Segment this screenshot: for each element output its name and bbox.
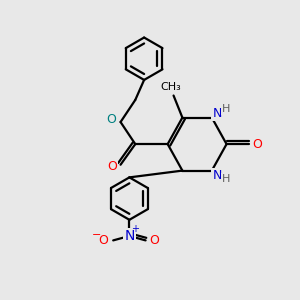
Text: O: O xyxy=(106,113,116,126)
Text: N: N xyxy=(212,107,222,120)
Text: −: − xyxy=(92,230,102,239)
Text: CH₃: CH₃ xyxy=(160,82,181,92)
Text: O: O xyxy=(98,234,108,247)
Text: O: O xyxy=(252,138,262,151)
Text: +: + xyxy=(131,224,139,235)
Text: O: O xyxy=(149,234,159,247)
Text: O: O xyxy=(107,160,117,173)
Text: H: H xyxy=(222,174,231,184)
Text: H: H xyxy=(222,104,231,114)
Text: N: N xyxy=(124,229,135,243)
Text: N: N xyxy=(212,169,222,182)
